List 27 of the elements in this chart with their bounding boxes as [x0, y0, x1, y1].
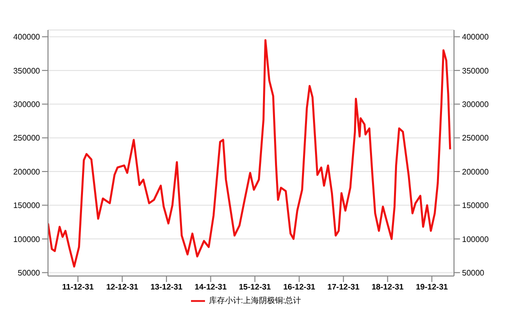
legend-label: 库存小计:上海阴极铜:总计 [208, 296, 302, 306]
x-tick-label: 12-12-31 [106, 282, 139, 292]
y-tick-label: 400000 [13, 32, 41, 42]
y-tick-label: 200000 [13, 167, 41, 176]
y2-tick-label: 300000 [462, 100, 490, 109]
y2-tick-label: 400000 [462, 32, 490, 42]
x-tick-label: 13-12-31 [150, 282, 184, 292]
y-tick-label: 250000 [13, 134, 41, 143]
y-tick-label: 150000 [13, 201, 41, 210]
x-tick-label: 18-12-31 [372, 282, 404, 292]
y2-tick-label: 50000 [462, 268, 485, 278]
x-tick-label: 14-12-31 [194, 282, 228, 292]
y2-tick-label: 250000 [462, 134, 490, 143]
y2-tick-label: 150000 [462, 201, 490, 210]
x-tick-label: 11-12-31 [62, 282, 94, 292]
y-tick-label: 100000 [13, 234, 41, 244]
line-series [48, 39, 452, 268]
y-tick-label: 350000 [13, 66, 41, 76]
x-tick-label: 15-12-31 [238, 282, 272, 292]
y2-tick-label: 100000 [462, 234, 490, 244]
y2-tick-label: 200000 [462, 167, 490, 176]
y2-tick-label: 350000 [462, 66, 490, 76]
x-tick-label: 17-12-31 [327, 282, 360, 292]
x-tick-label: 19-12-31 [416, 282, 448, 292]
y-tick-label: 300000 [13, 100, 41, 109]
x-tick-label: 16-12-31 [283, 282, 316, 292]
y-tick-label: 50000 [18, 268, 41, 278]
